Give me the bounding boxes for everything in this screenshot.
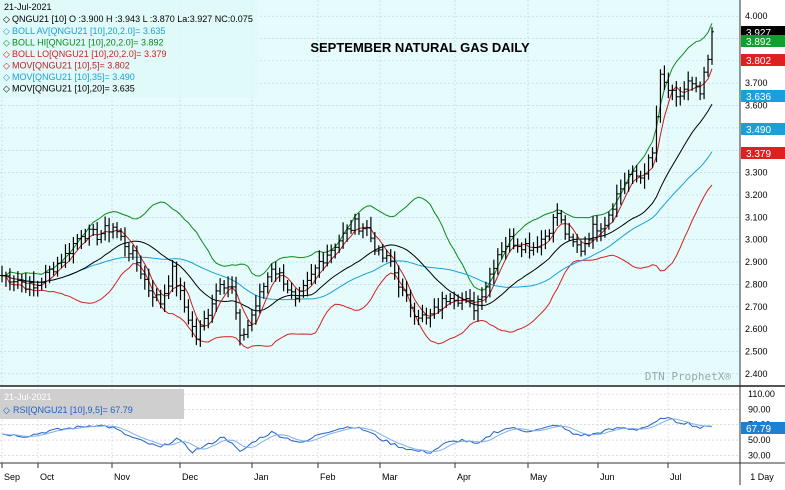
price-tick-label: 2.600 (745, 324, 768, 334)
price-tick-label: 3.700 (745, 78, 768, 88)
price-badge (741, 147, 785, 159)
price-bars (0, 27, 714, 347)
legend-diamond-icon: ◇ (3, 49, 10, 59)
legend-item: MOV[QNGU21 [10],35]= 3.490 (12, 72, 135, 82)
legend-item: BOLL HI[QNGU21 [10],20,2.0]= 3.892 (12, 38, 164, 48)
indicator-lines (1, 23, 713, 349)
price-tick-label: 2.800 (745, 279, 768, 289)
price-tick-label: 3.200 (745, 190, 768, 200)
legend-box (0, 0, 258, 97)
month-ticks: Sep Oct Nov Dec Jan Feb Mar Apr May Jun Jul (1, 463, 682, 482)
price-badge (741, 123, 785, 135)
bollinger-high-line (1, 23, 713, 292)
month-label: Nov (114, 472, 131, 482)
legend-diamond-icon: ◇ (3, 84, 10, 94)
rsi-tick-label: 90.00 (748, 404, 771, 414)
month-label: May (530, 472, 548, 482)
rsi-badge (741, 422, 785, 434)
price-tick-label: 3.100 (745, 212, 768, 222)
legend-item: MOV[QNGU21 [10],20]= 3.635 (12, 84, 135, 94)
rsi-legend-box (0, 389, 184, 419)
price-badge (741, 90, 785, 102)
price-badge-label: 3.927 (746, 28, 771, 39)
month-label: Jan (254, 472, 269, 482)
ma20-line (1, 103, 713, 312)
price-badge (741, 35, 785, 47)
price-axis (740, 0, 785, 485)
legend-item: MOV[QNGU21 [10],5]= 3.802 (12, 61, 130, 71)
month-label: Jul (670, 472, 682, 482)
price-tick-label: 3.600 (745, 101, 768, 111)
quote-diamond-icon[interactable]: ◇ (3, 14, 10, 24)
price-badge-label: 3.490 (746, 125, 771, 136)
ma5-line (1, 68, 713, 327)
rsi-diamond-icon[interactable]: ◇ (3, 405, 10, 415)
rsi-date-label: 21-Jul-2021 (4, 392, 52, 402)
legend-diamond-icon: ◇ (3, 26, 10, 36)
legend-item: BOLL LO[QNGU21 [10],20,2.0]= 3.379 (12, 49, 167, 59)
ma35-line (1, 151, 713, 301)
rsi-badge-label: 67.79 (746, 424, 771, 435)
watermark: DTN ProphetX® (645, 370, 731, 383)
rsi-lines (1, 417, 713, 454)
month-label: Jun (600, 472, 615, 482)
month-label: Dec (182, 472, 199, 482)
price-tick-label: 3.000 (745, 235, 768, 245)
month-label: Sep (4, 472, 20, 482)
legend-rows: ◇ BOLL AV[QNGU21 [10],20,2.0]= 3.635◇ BOLL… (3, 26, 167, 94)
price-tick-label: 2.700 (745, 302, 768, 312)
rsi-signal-line (1, 418, 713, 453)
grid (0, 0, 740, 463)
price-badge-label: 3.379 (746, 149, 771, 160)
bollinger-low-line (1, 184, 713, 349)
month-label: Apr (457, 472, 471, 482)
rsi-tick-label: 30.00 (748, 450, 771, 460)
legend-diamond-icon: ◇ (3, 61, 10, 71)
legend-diamond-icon: ◇ (3, 72, 10, 82)
price-badge (741, 54, 785, 66)
price-tick-label: 2.400 (745, 369, 768, 379)
price-tick-label: 2.500 (745, 346, 768, 356)
month-label: Mar (382, 472, 398, 482)
rsi-legend: RSI[QNGU21 [10],9,5]= 67.79 (13, 405, 133, 415)
time-axis (0, 463, 785, 485)
chart-title: SEPTEMBER NATURAL GAS DAILY (310, 40, 530, 55)
price-tick-label: 4.000 (745, 11, 768, 21)
price-badge-label: 3.802 (746, 56, 771, 67)
price-badge-label: 3.892 (746, 37, 771, 48)
quote-line: QNGU21 [10] O :3.900 H :3.943 L :3.870 L… (12, 14, 253, 24)
price-badge-label: 3.636 (746, 92, 771, 103)
price-tick-label: 2.900 (745, 257, 768, 267)
rsi-tick-label: 50.00 (748, 435, 771, 445)
range-label[interactable]: 1 Day (750, 472, 774, 482)
legend-item: BOLL AV[QNGU21 [10],20,2.0]= 3.635 (12, 26, 165, 36)
date-label: 21-Jul-2021 (4, 2, 52, 12)
legend-diamond-icon: ◇ (3, 38, 10, 48)
price-tick-label: 3.300 (745, 168, 768, 178)
month-label: Oct (40, 472, 55, 482)
month-label: Feb (320, 472, 336, 482)
rsi-tick-label: 110.00 (748, 389, 775, 399)
